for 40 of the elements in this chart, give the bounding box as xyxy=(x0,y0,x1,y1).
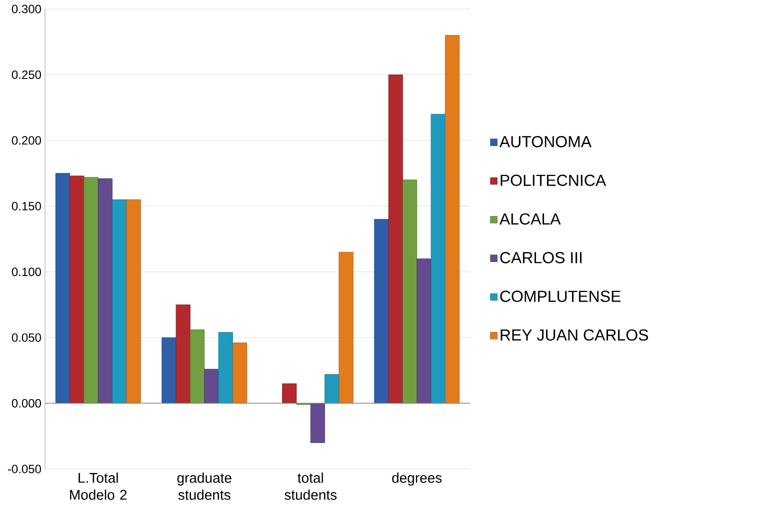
y-tick-label: 0.000 xyxy=(12,399,41,408)
bar xyxy=(112,199,127,404)
bar xyxy=(324,374,340,404)
x-tick-label: degrees xyxy=(392,472,442,486)
y-tick-label: 0.300 xyxy=(12,4,41,14)
bar xyxy=(55,173,70,404)
bar xyxy=(388,74,403,404)
bar xyxy=(232,342,248,404)
bar xyxy=(416,258,432,404)
bar xyxy=(204,368,219,404)
bar xyxy=(190,329,205,404)
bar xyxy=(98,178,112,404)
y-tick-label: -0.050 xyxy=(8,464,41,474)
bar xyxy=(176,304,190,404)
bar xyxy=(126,199,141,404)
bar xyxy=(310,403,325,443)
y-tick-label: 0.050 xyxy=(12,333,41,342)
y-tick-label: 0.150 xyxy=(12,202,41,210)
legend-label: AUTONOMA xyxy=(499,136,592,148)
x-tick-label: graduate students xyxy=(177,472,232,500)
x-tick-label: total students xyxy=(284,472,337,500)
bar xyxy=(338,252,354,404)
legend-label: COMPLUTENSE xyxy=(500,290,621,302)
bar xyxy=(70,176,84,404)
y-tick-label: 0.200 xyxy=(12,136,41,145)
legend-label: ALCALA xyxy=(499,213,561,225)
legend-label: POLITECNICA xyxy=(500,174,606,186)
y-tick-label: 0.250 xyxy=(12,70,41,79)
bar xyxy=(402,180,418,404)
bar xyxy=(282,383,297,404)
legend-label: REY JUAN CARLOS xyxy=(500,329,648,341)
y-tick-label: 0.100 xyxy=(12,268,41,276)
bar xyxy=(445,35,460,404)
legend-label: CARLOS III xyxy=(500,252,582,264)
bar xyxy=(84,177,98,404)
bar xyxy=(218,332,233,404)
x-tick-label: L.Total Modelo 2 xyxy=(70,472,127,500)
bar xyxy=(374,219,389,404)
bar xyxy=(430,114,446,404)
bar xyxy=(162,337,176,404)
